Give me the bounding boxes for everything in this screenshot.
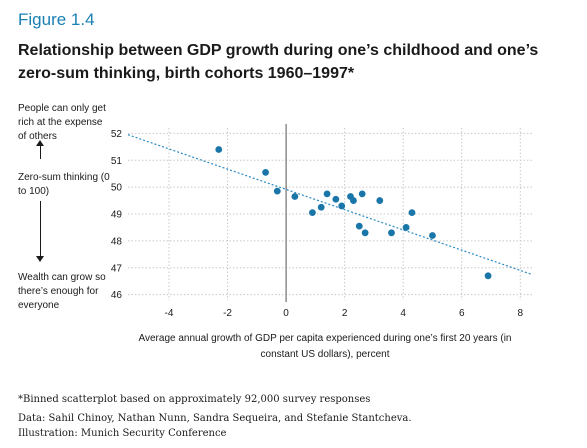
y-tick-label: 51 [111,156,123,167]
x-axis-label: Average annual growth of GDP per capita … [138,333,512,360]
footnote-data-source: Data: Sahil Chinoy, Nathan Nunn, Sandra … [18,413,412,424]
scatter-point [402,224,410,231]
x-tick-label: -4 [165,308,174,319]
y-tick-label: 52 [111,129,123,140]
scatter-point [361,229,369,237]
x-tick-label: -2 [223,308,232,319]
scatter-point [484,272,492,280]
chart-title: Relationship between GDP growth during o… [18,42,539,82]
y-tick-label: 47 [111,263,123,274]
y-tick-label: 46 [111,290,123,301]
scatter-point [338,202,346,210]
down-arrow-icon [36,201,44,262]
x-tick-label: 6 [459,308,465,319]
up-arrow-icon [36,140,44,159]
y-axis-top-annotation: People can only get rich at the expense … [18,103,106,142]
y-tick-label: 49 [111,210,123,221]
scatter-point [350,197,357,204]
figure-label: Figure 1.4 [18,10,95,29]
scatter-point [429,232,436,239]
scatter-point [317,203,325,211]
scatter-point [388,229,395,237]
scatter-point [408,209,416,217]
y-axis-label: Zero-sum thinking (0 to 100) [18,172,110,197]
scatter-point [262,168,269,176]
x-tick-label: 0 [283,308,289,319]
scatter-point [332,195,340,203]
x-tick-label: 4 [400,308,406,319]
footnote-illustration: Illustration: Munich Security Conference [18,428,227,439]
scatter-point [215,146,223,153]
scatter-point [358,190,366,198]
footnote-note: *Binned scatterplot based on approximate… [18,394,371,405]
x-tick-label: 2 [342,308,348,319]
trend-line [127,134,533,276]
y-axis-bottom-annotation: Wealth can grow so there’s enough for ev… [18,272,106,311]
scatter-point [309,209,316,217]
scatter-point [355,222,363,230]
scatter-point [291,193,299,200]
scatter-point [273,187,281,195]
x-tick-label: 8 [518,308,524,319]
scatter-point [323,190,331,198]
scatter-point [376,197,384,204]
y-tick-label: 48 [111,236,123,247]
y-tick-label: 50 [111,183,123,194]
